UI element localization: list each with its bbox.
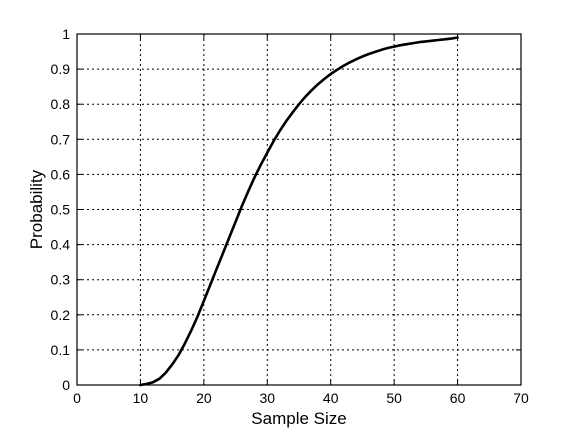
x-tick-label: 30 bbox=[259, 390, 275, 406]
y-tick-label: 1 bbox=[62, 26, 70, 42]
series-line bbox=[139, 36, 459, 387]
y-tick-label: 0.6 bbox=[51, 166, 71, 182]
y-axis-title: Probability bbox=[27, 169, 46, 249]
y-tick-label: 0.7 bbox=[51, 131, 71, 147]
x-tick-label: 0 bbox=[73, 390, 81, 406]
x-tick-label: 10 bbox=[133, 390, 149, 406]
y-tick-label: 0.9 bbox=[51, 61, 71, 77]
y-tick-label: 0.2 bbox=[51, 307, 71, 323]
y-tick-labels: 0 0.1 0.2 0.3 0.4 0.5 0.6 0.7 0.8 0.9 1 bbox=[51, 26, 71, 393]
series-layer bbox=[139, 36, 459, 387]
y-tick-label: 0.3 bbox=[51, 272, 71, 288]
x-tick-label: 20 bbox=[196, 390, 212, 406]
y-tick-label: 0.8 bbox=[51, 96, 71, 112]
grid-lines bbox=[77, 34, 521, 385]
x-tick-label: 70 bbox=[513, 390, 529, 406]
x-tick-label: 60 bbox=[450, 390, 466, 406]
y-tick-label: 0.5 bbox=[51, 202, 71, 218]
y-tick-label: 0.1 bbox=[51, 342, 71, 358]
x-axis-title: Sample Size bbox=[251, 409, 346, 428]
y-tick-label: 0 bbox=[62, 377, 70, 393]
x-tick-label: 40 bbox=[323, 390, 339, 406]
y-tick-label: 0.4 bbox=[51, 237, 71, 253]
x-tick-label: 50 bbox=[386, 390, 402, 406]
tick-marks bbox=[76, 33, 522, 386]
x-tick-labels: 0 10 20 30 40 50 60 70 bbox=[73, 390, 529, 406]
